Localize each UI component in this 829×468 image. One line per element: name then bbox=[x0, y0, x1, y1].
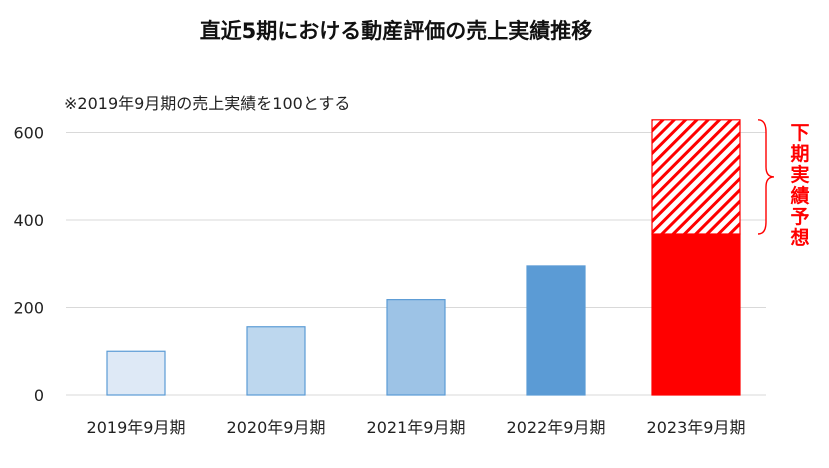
bar bbox=[526, 265, 586, 396]
y-axis-ticks: 0 200 400 600 bbox=[13, 124, 44, 406]
x-tick-label: 2023年9月期 bbox=[647, 418, 746, 437]
x-axis-ticks: 2019年9月期 2020年9月期 2021年9月期 2022年9月期 2023年9月期 bbox=[87, 418, 746, 437]
annotation-char: 績 bbox=[790, 184, 809, 207]
annotation-char: 実 bbox=[790, 163, 809, 186]
y-tick-label: 0 bbox=[34, 386, 44, 405]
bar bbox=[651, 233, 741, 396]
y-tick-label: 400 bbox=[13, 211, 44, 230]
annotation-char: 予 bbox=[790, 206, 809, 228]
x-tick-label: 2022年9月期 bbox=[507, 418, 606, 437]
annotation-char: 期 bbox=[790, 143, 809, 165]
chart-title: 直近5期における動産評価の売上実績推移 bbox=[200, 19, 593, 43]
bar bbox=[386, 299, 446, 396]
y-tick-label: 600 bbox=[13, 124, 44, 143]
annotation-char: 想 bbox=[790, 226, 809, 249]
x-tick-label: 2019年9月期 bbox=[87, 418, 186, 437]
annotation-char: 下 bbox=[790, 122, 809, 144]
bar bbox=[246, 326, 306, 396]
x-tick-label: 2020年9月期 bbox=[227, 418, 326, 437]
x-tick-label: 2021年9月期 bbox=[367, 418, 466, 437]
bar bbox=[106, 350, 166, 396]
chart-note: ※2019年9月期の売上実績を100とする bbox=[64, 94, 350, 113]
bars bbox=[106, 119, 741, 396]
y-tick-label: 200 bbox=[13, 299, 44, 318]
forecast-bar bbox=[651, 119, 741, 235]
annotation-brace bbox=[757, 119, 775, 235]
